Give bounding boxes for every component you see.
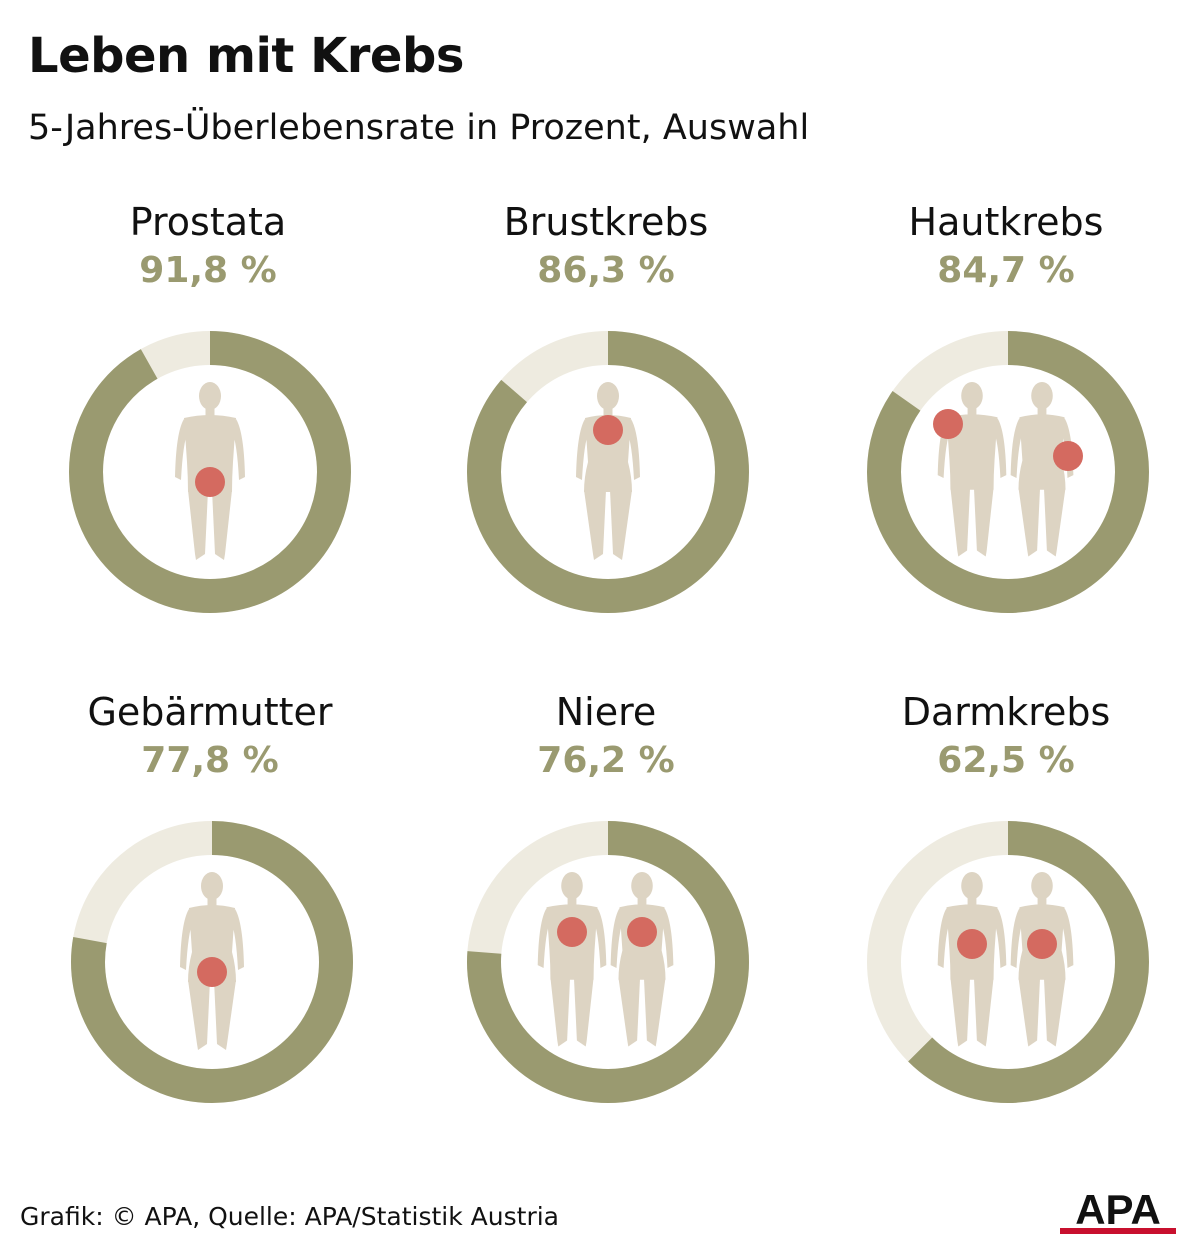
human-figure-icon [537, 872, 607, 1047]
donut-panel: Hautkrebs 84,7 % [806, 200, 1200, 680]
body-illustration [576, 382, 640, 560]
donut-panel: Brustkrebs 86,3 % [406, 200, 806, 680]
cancer-type-label: Prostata [129, 200, 287, 244]
tumor-marker-icon [195, 467, 225, 497]
human-figure-icon [175, 382, 245, 560]
page-subtitle: 5-Jahres-Überlebensrate in Prozent, Ausw… [28, 108, 810, 148]
tumor-marker-icon [1053, 441, 1083, 471]
tumor-marker-icon [933, 409, 963, 439]
donut-value-segment [867, 821, 1149, 1103]
donut-panel: Gebärmutter 77,8 % [10, 690, 410, 1170]
survival-rate-label: 86,3 % [537, 250, 675, 291]
donut-value-segment [867, 331, 1149, 613]
human-figure-icon [610, 872, 674, 1047]
source-credit: Grafik: © APA, Quelle: APA/Statistik Aus… [20, 1202, 559, 1231]
apa-logo: APA [1060, 1186, 1176, 1234]
donut-chart [69, 331, 351, 613]
page-title: Leben mit Krebs [28, 28, 464, 84]
apa-logo-bar [1060, 1228, 1176, 1234]
donut-value-segment [71, 821, 353, 1103]
survival-rate-label: 76,2 % [537, 740, 675, 781]
tumor-marker-icon [197, 957, 227, 987]
tumor-marker-icon [557, 917, 587, 947]
human-figure-icon [180, 872, 244, 1050]
donut-chart [867, 821, 1149, 1103]
tumor-marker-icon [593, 415, 623, 445]
cancer-type-label: Hautkrebs [908, 200, 1104, 244]
body-illustration [937, 872, 1074, 1047]
cancer-type-label: Niere [555, 690, 657, 734]
cancer-type-label: Darmkrebs [901, 690, 1111, 734]
donut-chart [467, 821, 749, 1103]
survival-rate-label: 62,5 % [937, 740, 1075, 781]
body-illustration [175, 382, 245, 560]
tumor-marker-icon [1027, 929, 1057, 959]
survival-rate-label: 84,7 % [937, 250, 1075, 291]
survival-rate-label: 91,8 % [139, 250, 277, 291]
donut-panel: Darmkrebs 62,5 % [806, 690, 1200, 1170]
cancer-type-label: Gebärmutter [87, 690, 333, 734]
donut-chart [467, 331, 749, 613]
human-figure-icon [1010, 872, 1074, 1047]
tumor-marker-icon [957, 929, 987, 959]
donut-panel: Prostata 91,8 % [8, 200, 408, 680]
donut-chart [71, 821, 353, 1103]
apa-logo-text: APA [1075, 1186, 1161, 1233]
body-illustration [537, 872, 674, 1047]
donut-value-segment [69, 331, 351, 613]
survival-rate-label: 77,8 % [141, 740, 279, 781]
tumor-marker-icon [627, 917, 657, 947]
human-figure-icon [576, 382, 640, 560]
human-figure-icon [937, 872, 1007, 1047]
donut-panel: Niere 76,2 % [406, 690, 806, 1170]
body-illustration [933, 382, 1083, 557]
donut-chart [867, 331, 1149, 613]
donut-value-segment [467, 821, 749, 1103]
donut-value-segment [467, 331, 749, 613]
cancer-type-label: Brustkrebs [503, 200, 709, 244]
human-figure-icon [937, 382, 1007, 557]
body-illustration [180, 872, 244, 1050]
